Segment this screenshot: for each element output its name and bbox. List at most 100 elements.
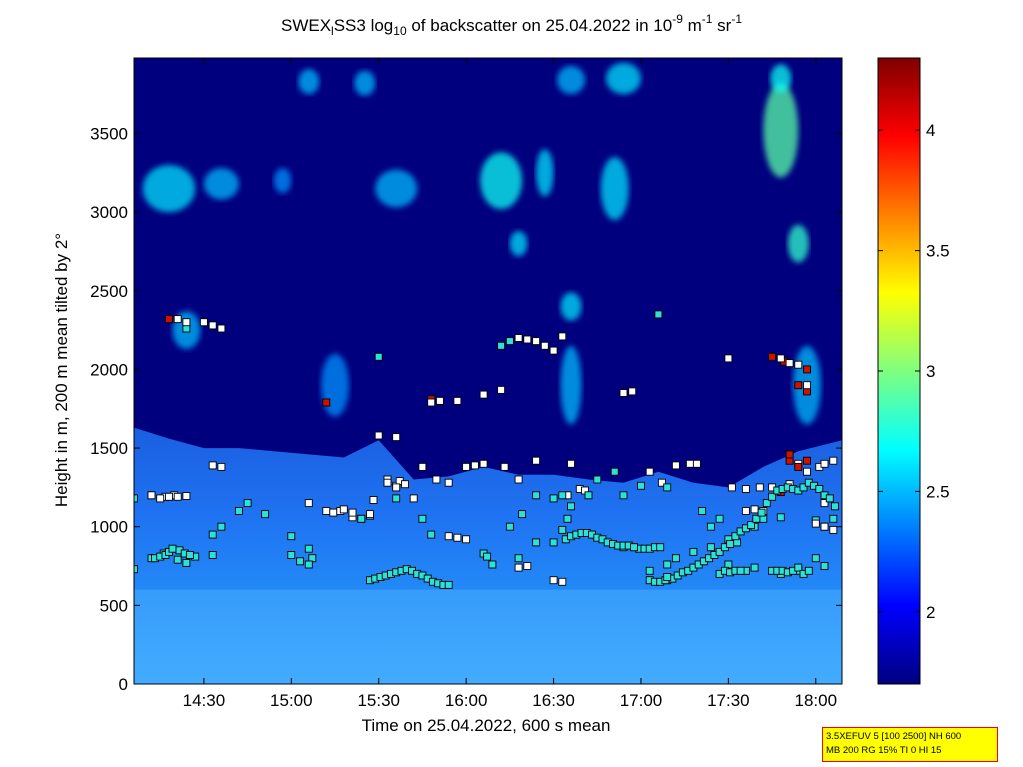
data-point xyxy=(811,519,820,528)
data-point xyxy=(287,532,296,541)
data-point xyxy=(731,532,740,541)
data-point xyxy=(409,494,418,503)
data-point xyxy=(563,514,572,523)
data-point xyxy=(768,352,777,361)
data-point xyxy=(825,494,834,503)
y-tick-label: 1500 xyxy=(90,439,128,458)
data-point xyxy=(692,459,701,468)
x-tick-label: 14:30 xyxy=(183,691,226,710)
data-point xyxy=(619,491,628,500)
y-tick-label: 2500 xyxy=(90,282,128,301)
data-point xyxy=(593,475,602,484)
chart-title: SWEXlSS3 log10 of backscatter on 25.04.2… xyxy=(280,12,742,38)
data-point xyxy=(831,502,839,511)
data-point xyxy=(811,554,820,563)
data-point xyxy=(514,554,523,563)
data-point xyxy=(698,507,707,515)
cloud-patch xyxy=(536,149,554,197)
data-point xyxy=(645,566,654,575)
data-point xyxy=(794,360,803,369)
data-point xyxy=(497,385,506,394)
data-point xyxy=(322,398,331,407)
data-point xyxy=(768,492,777,501)
cloud-patch xyxy=(600,157,629,221)
data-point xyxy=(217,462,226,471)
data-point xyxy=(523,335,532,344)
data-point xyxy=(803,456,811,465)
data-point xyxy=(234,507,243,515)
data-point xyxy=(755,483,764,492)
info-box: 3.5XEFUV 5 [100 2500] NH 600 MB 200 RG 1… xyxy=(822,727,998,762)
data-point xyxy=(726,540,735,548)
data-point xyxy=(820,459,829,468)
data-point xyxy=(637,481,645,490)
cloud-patch xyxy=(321,353,350,417)
data-point xyxy=(567,459,575,468)
data-point xyxy=(185,551,194,559)
data-point xyxy=(820,562,829,570)
data-point xyxy=(208,530,217,539)
colorbar-gradient xyxy=(877,57,921,685)
data-point xyxy=(820,522,829,531)
data-point xyxy=(671,461,680,470)
x-tick-label: 15:30 xyxy=(357,691,400,710)
data-point xyxy=(199,318,208,327)
y-tick-label: 3000 xyxy=(90,203,128,222)
data-point xyxy=(514,334,523,342)
data-point xyxy=(803,381,811,390)
x-tick-label: 15:00 xyxy=(270,691,313,710)
cloud-patch xyxy=(273,168,292,194)
data-point xyxy=(715,547,724,556)
colorbar-tick-label: 3.5 xyxy=(926,242,950,261)
data-point xyxy=(757,508,766,517)
data-point xyxy=(656,543,665,552)
data-point xyxy=(671,554,680,563)
data-point xyxy=(182,558,191,567)
x-tick-label: 17:00 xyxy=(620,691,663,710)
data-point xyxy=(392,433,401,442)
data-point xyxy=(453,396,462,405)
data-point xyxy=(558,525,567,534)
data-point xyxy=(182,318,191,327)
data-point xyxy=(357,514,366,523)
info-line-2: MB 200 RG 15% TI 0 HI 15 xyxy=(826,745,942,756)
data-point xyxy=(645,467,654,476)
y-tick-label: 500 xyxy=(100,596,128,615)
data-point xyxy=(418,514,427,523)
data-point xyxy=(182,492,191,500)
data-point xyxy=(799,483,808,492)
data-point xyxy=(628,387,637,396)
cloud-patch xyxy=(480,152,523,209)
data-point xyxy=(374,352,383,361)
data-point xyxy=(558,577,567,586)
x-axis-label: Time on 25.04.2022, 600 s mean xyxy=(361,716,611,735)
data-point xyxy=(724,354,733,363)
data-point xyxy=(427,398,436,407)
data-point xyxy=(803,365,811,374)
data-point xyxy=(630,543,638,552)
data-point xyxy=(453,533,462,542)
data-point xyxy=(549,538,558,547)
data-point xyxy=(500,462,509,471)
data-point xyxy=(505,522,514,531)
data-point xyxy=(156,494,165,503)
data-point xyxy=(752,514,761,523)
data-point xyxy=(776,354,785,363)
cloud-patch xyxy=(560,292,582,321)
data-point xyxy=(727,483,736,492)
data-point xyxy=(383,478,392,487)
y-axis-label: Height in m, 200 m mean tilted by 2° xyxy=(52,232,71,508)
data-point xyxy=(549,494,558,503)
cloud-patch xyxy=(787,224,809,263)
data-point xyxy=(532,538,541,547)
y-axis: 0 500 1000 1500 2000 2500 3000 3500 xyxy=(90,124,842,694)
data-point xyxy=(483,552,492,561)
x-tick-label: 16:30 xyxy=(532,691,575,710)
data-point xyxy=(540,341,549,350)
data-point xyxy=(558,491,567,500)
data-point xyxy=(514,563,523,572)
cloud-patch xyxy=(606,62,641,95)
data-point xyxy=(366,510,374,519)
data-point xyxy=(165,315,173,324)
data-point xyxy=(287,551,296,559)
